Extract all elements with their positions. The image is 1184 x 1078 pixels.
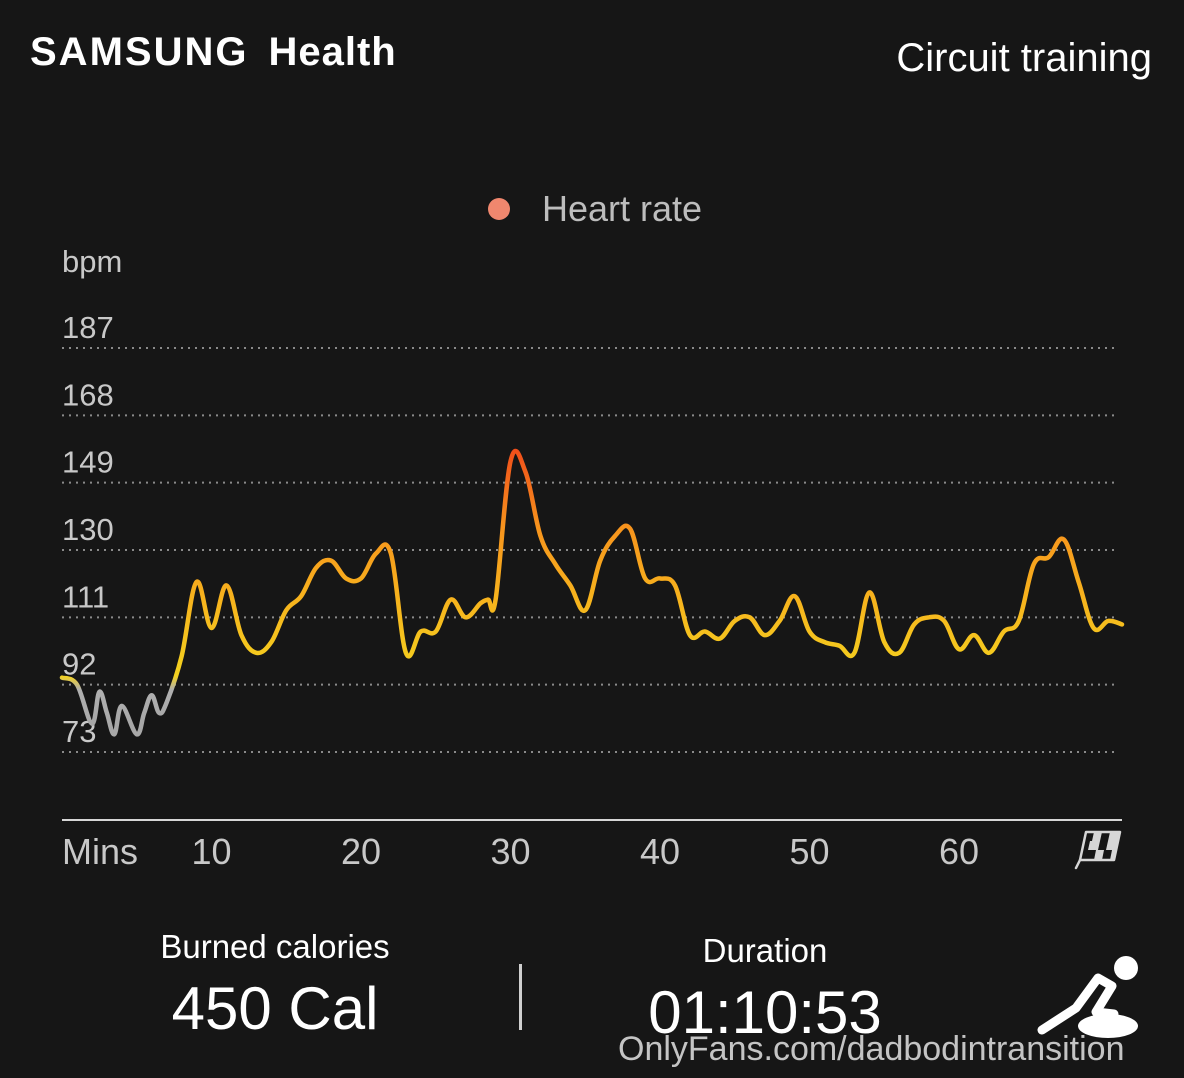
watermark-text: OnlyFans.com/dadbodintransition	[618, 1030, 1125, 1068]
y-tick-label: 149	[62, 445, 114, 480]
calories-label: Burned calories	[160, 928, 390, 965]
x-tick-label: 60	[939, 831, 979, 872]
x-tick-label: 50	[790, 831, 830, 872]
checkered-flag-icon	[1074, 830, 1122, 870]
heart-rate-line	[59, 448, 1125, 737]
stats-divider	[519, 964, 522, 1030]
calories-value: 450 Cal	[171, 975, 379, 1042]
duration-value: 01:10:53	[648, 979, 882, 1046]
calories-stat: Burned calories 450 Cal	[130, 928, 420, 1043]
y-tick-label: 111	[62, 579, 109, 614]
x-tick-label: 10	[191, 831, 231, 872]
app-logo: SAMSUNG Health	[30, 30, 397, 75]
y-axis-unit: bpm	[62, 244, 123, 279]
product-name: Health	[268, 30, 397, 74]
y-tick-label: 168	[62, 377, 114, 412]
workout-title: Circuit training	[896, 36, 1152, 80]
y-tick-label: 92	[62, 647, 96, 682]
y-tick-label: 130	[62, 512, 114, 547]
x-tick-label: 30	[490, 831, 530, 872]
x-axis-label: Mins	[62, 831, 138, 872]
x-tick-label: 40	[640, 831, 680, 872]
circuit-training-icon	[1037, 956, 1138, 1038]
y-tick-label: 187	[62, 310, 114, 345]
duration-label: Duration	[702, 932, 828, 969]
chart-legend: Heart rate	[488, 188, 702, 230]
legend-dot	[488, 198, 510, 220]
x-tick-label: 20	[341, 831, 381, 872]
brand-name: SAMSUNG	[30, 30, 249, 74]
duration-stat: Duration 01:10:53	[620, 932, 910, 1047]
legend-label: Heart rate	[542, 188, 703, 229]
